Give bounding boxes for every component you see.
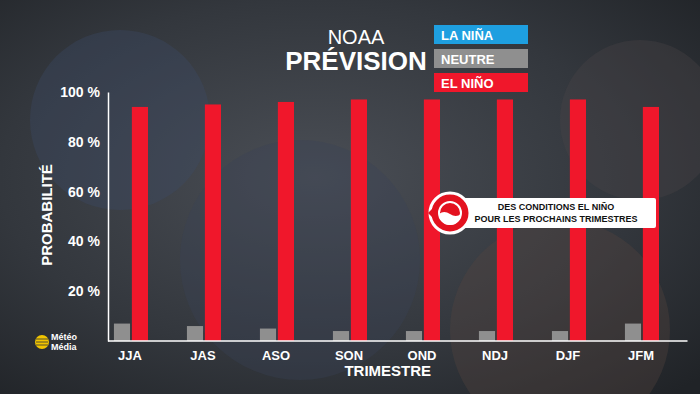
y-tick: 60 % xyxy=(68,184,108,200)
x-tick-label: DJF xyxy=(556,348,581,363)
bar xyxy=(278,102,294,341)
legend-swatch xyxy=(434,49,528,68)
x-tick-label: ASO xyxy=(262,348,290,363)
logo-text: Météo xyxy=(51,332,78,342)
x-tick-label: OND xyxy=(408,348,437,363)
bar xyxy=(479,331,495,341)
logo-icon-stripe xyxy=(36,342,48,343)
bar xyxy=(187,326,203,341)
y-tick-label: 60 % xyxy=(68,184,100,200)
x-tick-label: NDJ xyxy=(482,348,508,363)
bar xyxy=(205,104,221,341)
x-tick: ASO xyxy=(262,348,290,363)
title: PRÉVISION xyxy=(285,46,427,76)
bar xyxy=(552,331,568,341)
annotation: DES CONDITIONS EL NIÑO POUR LES PROCHAINS… xyxy=(428,193,656,233)
annotation-box xyxy=(448,198,656,228)
annotation-pointer xyxy=(428,205,436,221)
x-tick: SON xyxy=(335,348,363,363)
legend-label: LA NIÑA xyxy=(441,28,494,43)
x-axis-line xyxy=(108,340,688,342)
legend-label: NEUTRE xyxy=(441,52,495,67)
bar xyxy=(351,99,367,341)
logo-text: Média xyxy=(51,342,78,352)
y-tick: 80 % xyxy=(68,134,108,150)
y-tick: 40 % xyxy=(68,233,108,249)
x-tick-label: JAS xyxy=(190,348,216,363)
background-texture xyxy=(450,220,670,394)
y-tick-label: 100 % xyxy=(60,84,100,100)
bar xyxy=(406,331,422,341)
bar xyxy=(625,324,641,341)
bar xyxy=(333,331,349,341)
x-tick: JJA xyxy=(118,348,142,363)
x-axis-title: TRIMESTRE xyxy=(344,362,431,379)
x-tick-label: JJA xyxy=(118,348,142,363)
annotation-icon-ring xyxy=(439,202,461,224)
legend: LA NIÑA NEUTRE EL NIÑO xyxy=(434,25,528,92)
legend-label: EL NIÑO xyxy=(441,76,494,91)
subtitle: NOAA xyxy=(328,26,385,48)
x-tick: DJF xyxy=(556,348,581,363)
annotation-icon-wave xyxy=(439,212,461,225)
logo-icon-stripe xyxy=(36,339,48,340)
x-tick: JFM xyxy=(628,348,654,363)
logo: MétéoMédia xyxy=(35,332,78,352)
chart: 20 % 40 % 60 % 80 % 100 % JJA JAS ASO SON OND NDJ D… xyxy=(0,0,700,394)
bar xyxy=(132,107,148,341)
y-tick-label: 20 % xyxy=(68,283,100,299)
logo-icon-stripe xyxy=(36,345,48,346)
y-tick-label: 80 % xyxy=(68,134,100,150)
bars xyxy=(114,99,659,341)
y-tick-label: 40 % xyxy=(68,233,100,249)
x-tick-label: JFM xyxy=(628,348,654,363)
x-axis: JJA JAS ASO SON OND NDJ DJF JFM xyxy=(108,341,688,363)
y-tick: 20 % xyxy=(68,283,108,299)
y-axis-line xyxy=(108,93,110,342)
y-axis-title: PROBABILITÉ xyxy=(38,164,55,266)
bar xyxy=(114,324,130,341)
logo-icon xyxy=(35,335,49,349)
x-tick: JAS xyxy=(190,348,216,363)
bar xyxy=(260,329,276,341)
annotation-text: POUR LES PROCHAINS TRIMESTRES xyxy=(474,214,637,224)
y-axis: 20 % 40 % 60 % 80 % 100 % xyxy=(60,84,108,342)
x-tick: OND xyxy=(408,348,437,363)
legend-swatch xyxy=(434,25,528,44)
x-tick: NDJ xyxy=(482,348,508,363)
legend-swatch xyxy=(434,73,528,92)
annotation-text: DES CONDITIONS EL NIÑO xyxy=(498,202,614,212)
y-tick: 100 % xyxy=(60,84,108,100)
x-tick-label: SON xyxy=(335,348,363,363)
background-texture xyxy=(30,30,210,210)
